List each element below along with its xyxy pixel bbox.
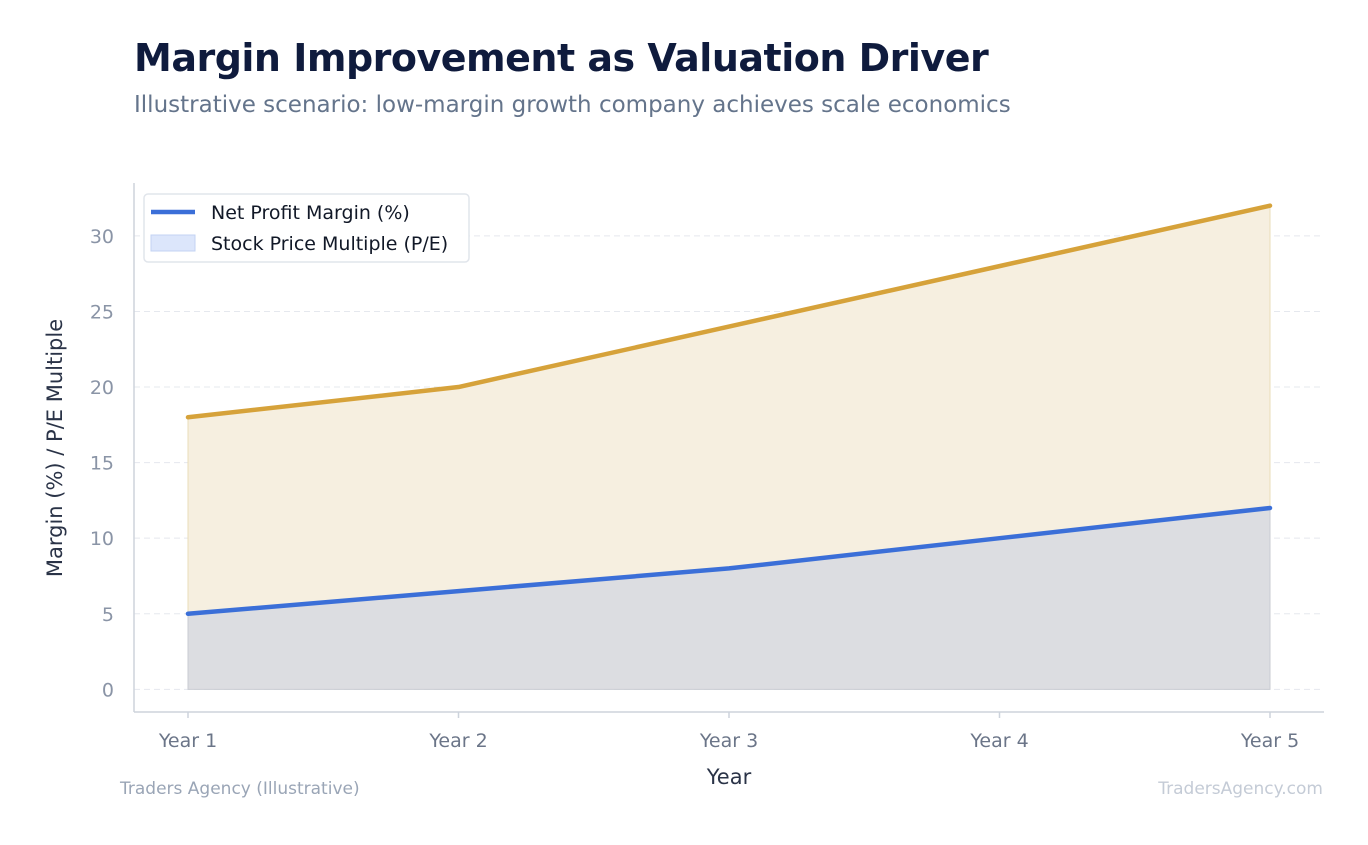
pe-line (185, 203, 1273, 420)
source-note: Traders Agency (Illustrative) (120, 779, 360, 799)
legend: Net Profit Margin (%) Stock Price Multipl… (143, 193, 470, 263)
y-axis-title: Margin (%) / P/E Multiple (43, 319, 67, 577)
y-tick-label: 20 (90, 377, 114, 399)
y-tick-label: 30 (90, 226, 114, 248)
series-lines (185, 203, 1273, 617)
x-tick-label: Year 4 (969, 730, 1028, 752)
y-tick-label: 25 (90, 301, 114, 323)
series-areas (187, 205, 1271, 690)
legend-label-margin: Net Profit Margin (%) (211, 202, 410, 224)
x-tick-label: Year 2 (428, 730, 487, 752)
chart-subtitle: Illustrative scenario: low-margin growth… (134, 92, 1011, 118)
x-tick-label: Year 1 (158, 730, 217, 752)
x-tick-label: Year 3 (699, 730, 758, 752)
y-tick-label: 5 (102, 604, 114, 626)
watermark: TradersAgency.com (1158, 779, 1323, 799)
chart-title: Margin Improvement as Valuation Driver (134, 36, 989, 80)
legend-box (143, 193, 470, 263)
axes: 0 5 10 15 20 25 30 Year 1 Year 2 Year 3 Year 4 Year… (43, 183, 1324, 789)
y-tick-label: 15 (90, 453, 114, 475)
legend-swatch-pe (150, 234, 196, 252)
x-axis-title: Year (706, 765, 752, 789)
legend-label-pe: Stock Price Multiple (P/E) (211, 233, 448, 255)
y-tick-label: 10 (90, 528, 114, 550)
y-tick-label: 0 (102, 679, 114, 701)
x-tick-label: Year 5 (1240, 730, 1299, 752)
margin-line (185, 505, 1273, 617)
